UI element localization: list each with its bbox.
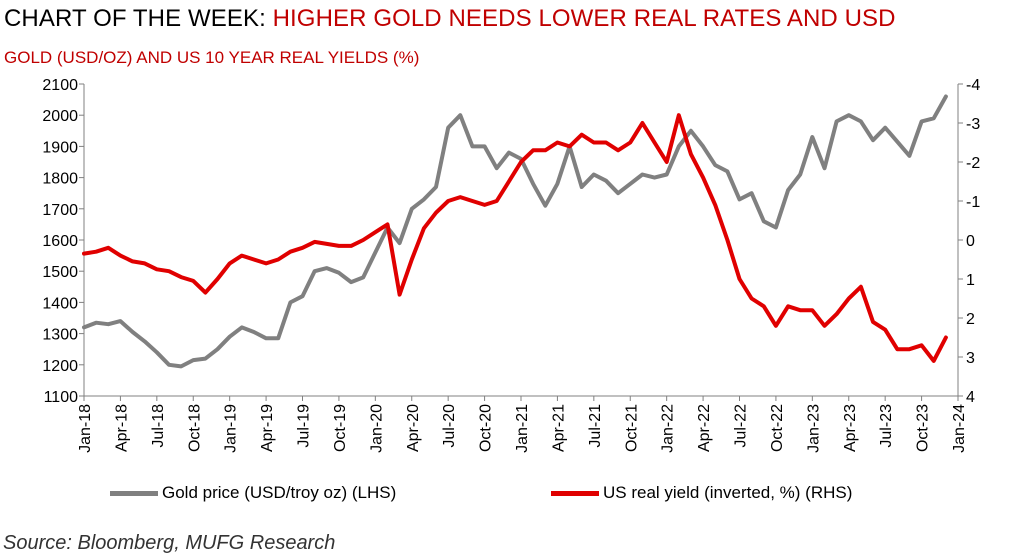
right-tick-label: -4 [966, 77, 980, 94]
right-tick-label: -3 [966, 116, 980, 133]
x-tick-label: Jul-20 [441, 404, 458, 448]
left-tick-label: 1200 [42, 358, 78, 375]
right-tick-label: -2 [966, 155, 980, 172]
gold-price-line [82, 94, 948, 369]
x-tick-label: Jan-18 [77, 404, 94, 453]
left-tick-label: 1800 [42, 171, 78, 188]
x-tick-label: Jan-21 [514, 404, 531, 453]
chart-title: CHART OF THE WEEK: HIGHER GOLD NEEDS LOW… [4, 5, 896, 33]
left-tick-label: 1900 [42, 139, 78, 156]
x-tick-label: Oct-23 [915, 404, 932, 452]
title-lead: CHART OF THE WEEK: [4, 5, 273, 32]
right-tick-label: -1 [966, 194, 980, 211]
x-tick-label: Jul-21 [587, 404, 604, 448]
legend-swatch-gold [110, 490, 158, 496]
x-tick-label: Jan-22 [660, 404, 677, 453]
left-axis-ticks: 1100 1200 1300 1400 1500 1600 1700 1800 1900 2000… [42, 77, 84, 406]
right-tick-label: 4 [966, 389, 975, 406]
title-highlight: HIGHER GOLD NEEDS LOWER REAL RATES AND U… [272, 5, 896, 32]
x-tick-label: Oct-20 [478, 404, 495, 452]
dual-axis-line-chart: 1100 1200 1300 1400 1500 1600 1700 1800 1900 2000… [42, 77, 980, 453]
x-tick-label: Jul-23 [878, 404, 895, 448]
x-tick-label: Jan-23 [805, 404, 822, 453]
x-axis-ticks: Jan-18 Apr-18 Jul-18 Oct-18 Jan-19 Apr-19 Jul-… [77, 396, 968, 453]
x-tick-label: Apr-20 [405, 404, 422, 452]
legend-item-yield: US real yield (inverted, %) (RHS) [551, 483, 852, 503]
x-tick-label: Apr-23 [842, 404, 859, 452]
x-tick-label: Apr-21 [550, 404, 567, 452]
right-tick-label: 3 [966, 350, 975, 367]
source-note: Source: Bloomberg, MUFG Research [3, 532, 336, 554]
x-tick-label: Oct-22 [769, 404, 786, 452]
legend-item-gold: Gold price (USD/troy oz) (LHS) [110, 483, 396, 503]
x-tick-label: Apr-22 [696, 404, 713, 452]
x-tick-label: Jul-19 [296, 404, 313, 448]
chart-series [82, 94, 948, 369]
x-tick-label: Jan-19 [223, 404, 240, 453]
right-tick-label: 1 [966, 272, 975, 289]
x-tick-label: Oct-21 [623, 404, 640, 452]
left-tick-label: 2100 [42, 77, 78, 94]
left-tick-label: 1700 [42, 202, 78, 219]
left-tick-label: 1100 [44, 389, 79, 406]
legend-swatch-yield [551, 490, 599, 496]
left-tick-label: 1300 [42, 327, 78, 344]
right-tick-label: 0 [966, 233, 975, 250]
left-tick-label: 1400 [42, 295, 78, 312]
x-tick-label: Apr-18 [113, 404, 130, 452]
legend-label-gold: Gold price (USD/troy oz) (LHS) [162, 483, 397, 502]
chart-subtitle: GOLD (USD/OZ) AND US 10 YEAR REAL YIELDS… [4, 48, 420, 67]
x-tick-label: Apr-19 [259, 404, 276, 452]
x-tick-label: Jan-24 [951, 404, 968, 453]
left-tick-label: 1500 [42, 264, 78, 281]
left-tick-label: 2000 [42, 108, 78, 125]
x-tick-label: Oct-18 [186, 404, 203, 452]
x-tick-label: Oct-19 [332, 404, 349, 452]
left-tick-label: 1600 [42, 233, 78, 250]
right-tick-label: 2 [966, 311, 975, 328]
real-yield-line [82, 113, 948, 363]
x-tick-label: Jan-20 [368, 404, 385, 453]
x-tick-label: Jul-18 [150, 404, 167, 448]
x-tick-label: Jul-22 [733, 404, 750, 448]
right-axis-ticks: -4 -3 -2 -1 0 1 2 3 4 [958, 77, 980, 406]
legend-label-yield: US real yield (inverted, %) (RHS) [603, 483, 853, 502]
